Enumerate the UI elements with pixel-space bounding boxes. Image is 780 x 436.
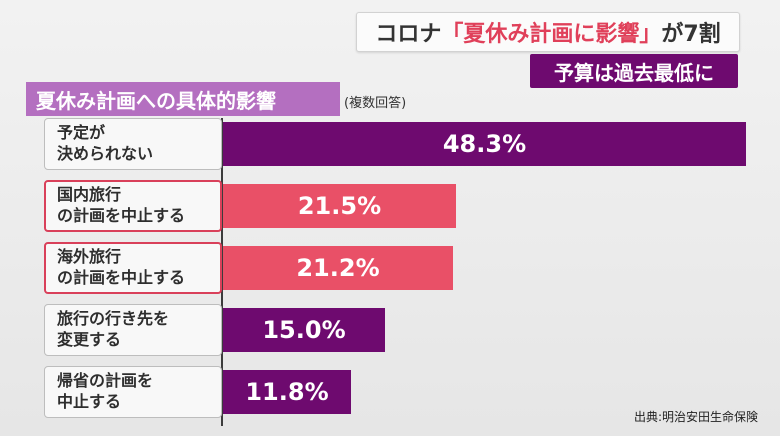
category-label: 海外旅行の計画を中止する: [44, 242, 222, 294]
bar: 21.5%: [223, 184, 456, 228]
headline-prefix: コロナ: [375, 22, 442, 47]
multiple-answer-note: (複数回答): [344, 96, 407, 111]
category-label-line: 旅行の行き先を: [57, 309, 170, 328]
bar-value-label: 11.8%: [245, 378, 329, 406]
bar: 15.0%: [223, 308, 385, 352]
category-label: 予定が 決められない: [44, 118, 222, 170]
category-label-line: 決められない: [57, 144, 154, 163]
subhead: 予算は過去最低に: [530, 54, 738, 88]
category-label-line: の計画を中止する: [57, 206, 186, 225]
bar: 21.2%: [223, 246, 453, 290]
headline-suffix: が7割: [661, 22, 721, 47]
bar: 11.8%: [223, 370, 351, 414]
chart-axis-line: [221, 118, 223, 426]
bar-value-label: 21.5%: [297, 192, 382, 220]
bar-value-label: 15.0%: [262, 316, 346, 344]
category-label-line: 中止する: [57, 392, 122, 411]
category-label-line: 変更する: [57, 330, 122, 349]
bar-value-label: 21.2%: [296, 254, 380, 282]
category-label: 旅行の行き先を 変更する: [44, 304, 222, 356]
category-label-line: 予定が: [57, 123, 106, 142]
category-label: 国内旅行の計画を中止する: [44, 180, 222, 232]
bar-value-label: 48.3%: [442, 130, 527, 158]
headline: コロナ 「夏休み計画に影響」 が7割: [356, 12, 740, 52]
category-label: 帰省の計画を 中止する: [44, 366, 222, 418]
category-label-line: 帰省の計画を: [57, 371, 154, 390]
bar: 48.3%: [223, 122, 746, 166]
section-title: 夏休み計画への具体的影響: [26, 82, 340, 116]
source-credit: 出典:明治安田生命保険: [633, 410, 758, 424]
category-label-line: の計画を中止する: [57, 268, 186, 287]
category-label-line: 国内旅行: [57, 185, 122, 204]
headline-highlight: 「夏休み計画に影響」: [441, 22, 662, 47]
category-label-line: 海外旅行: [57, 247, 122, 266]
